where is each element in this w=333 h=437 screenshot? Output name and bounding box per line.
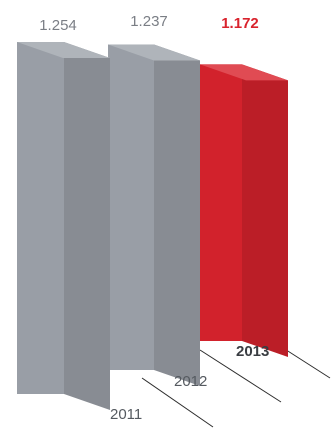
- bar-top-face: [17, 42, 110, 58]
- bar-2011: [17, 42, 110, 410]
- category-label-2011: 2011: [110, 406, 142, 423]
- bar-front-face: [17, 42, 64, 394]
- category-label-2013: 2013: [236, 343, 269, 360]
- category-label-2012: 2012: [174, 373, 207, 390]
- bar-top-face: [108, 44, 200, 61]
- bar-front-face: [108, 44, 154, 370]
- bar-2012: [108, 44, 200, 386]
- value-labels: 1.254 1.237 1.172: [39, 13, 259, 34]
- category-labels: 2011 2012 2013: [110, 343, 269, 423]
- leader-line-2012: [199, 349, 282, 403]
- value-label-2012: 1.237: [130, 13, 168, 30]
- bar-front-face: [200, 64, 242, 342]
- leader-line-2011: [141, 377, 214, 428]
- bar-top-face: [200, 64, 288, 81]
- value-label-2013: 1.172: [221, 15, 259, 32]
- bars: [17, 42, 288, 410]
- bar-2013: [200, 64, 288, 358]
- bar-side-face: [154, 44, 200, 386]
- bar-side-face: [64, 42, 110, 410]
- value-label-2011: 1.254: [39, 17, 77, 34]
- bar-side-face: [242, 64, 288, 358]
